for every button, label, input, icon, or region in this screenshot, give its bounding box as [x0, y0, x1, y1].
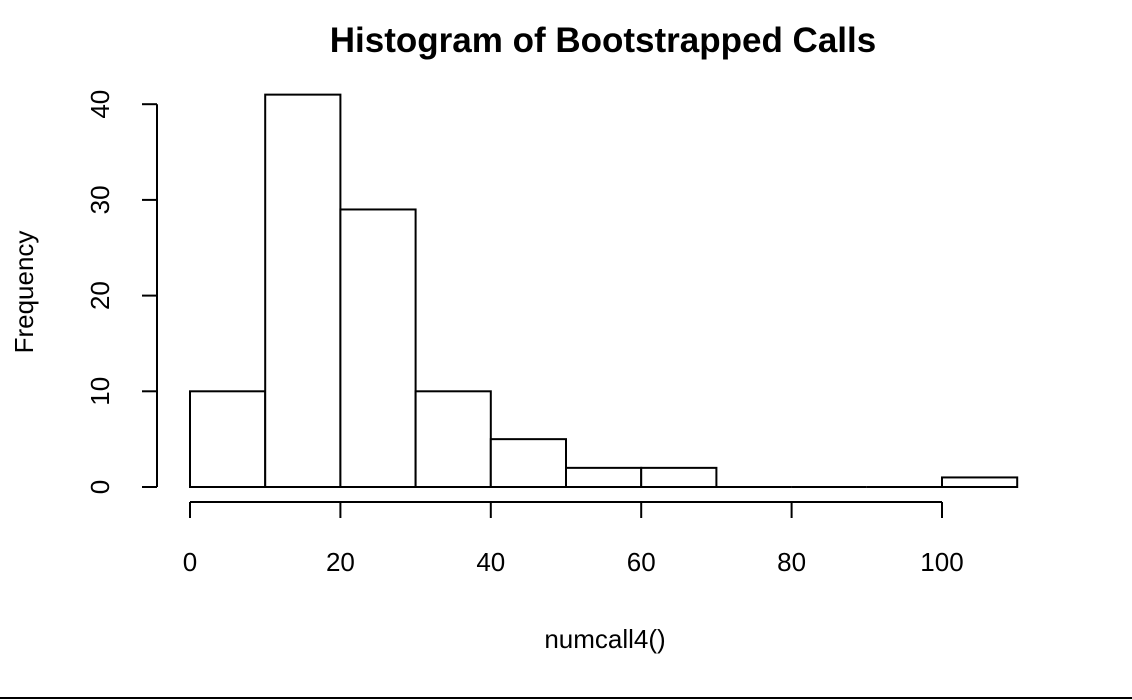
x-tick-label: 20 — [326, 547, 355, 577]
x-axis: 0 20 40 60 80 100 — [183, 501, 964, 577]
histogram-bar — [414, 390, 492, 488]
histogram-bar — [339, 208, 417, 488]
histogram-bar — [264, 93, 342, 488]
y-tick-label: 20 — [85, 281, 115, 310]
histogram-bar — [189, 390, 267, 488]
y-tick-label: 30 — [85, 185, 115, 214]
bars-group — [189, 93, 1019, 488]
x-tick-label: 0 — [183, 547, 197, 577]
bottom-divider — [0, 697, 1132, 699]
histogram-bar — [565, 466, 643, 488]
histogram-bar — [640, 466, 718, 488]
x-tick-label: 40 — [476, 547, 505, 577]
histogram-bar — [941, 476, 1019, 488]
chart-title: Histogram of Bootstrapped Calls — [330, 21, 876, 60]
y-tick-label: 10 — [85, 377, 115, 406]
x-tick-label: 60 — [627, 547, 656, 577]
x-tick-label: 80 — [777, 547, 806, 577]
x-tick-label: 100 — [920, 547, 963, 577]
y-axis: 0 10 20 30 40 — [85, 90, 158, 494]
histogram-bar — [489, 438, 567, 488]
y-tick-label: 40 — [85, 90, 115, 119]
y-tick-label: 0 — [85, 480, 115, 494]
y-axis-label: Frequency — [9, 231, 39, 354]
x-axis-label: numcall4() — [544, 624, 665, 654]
